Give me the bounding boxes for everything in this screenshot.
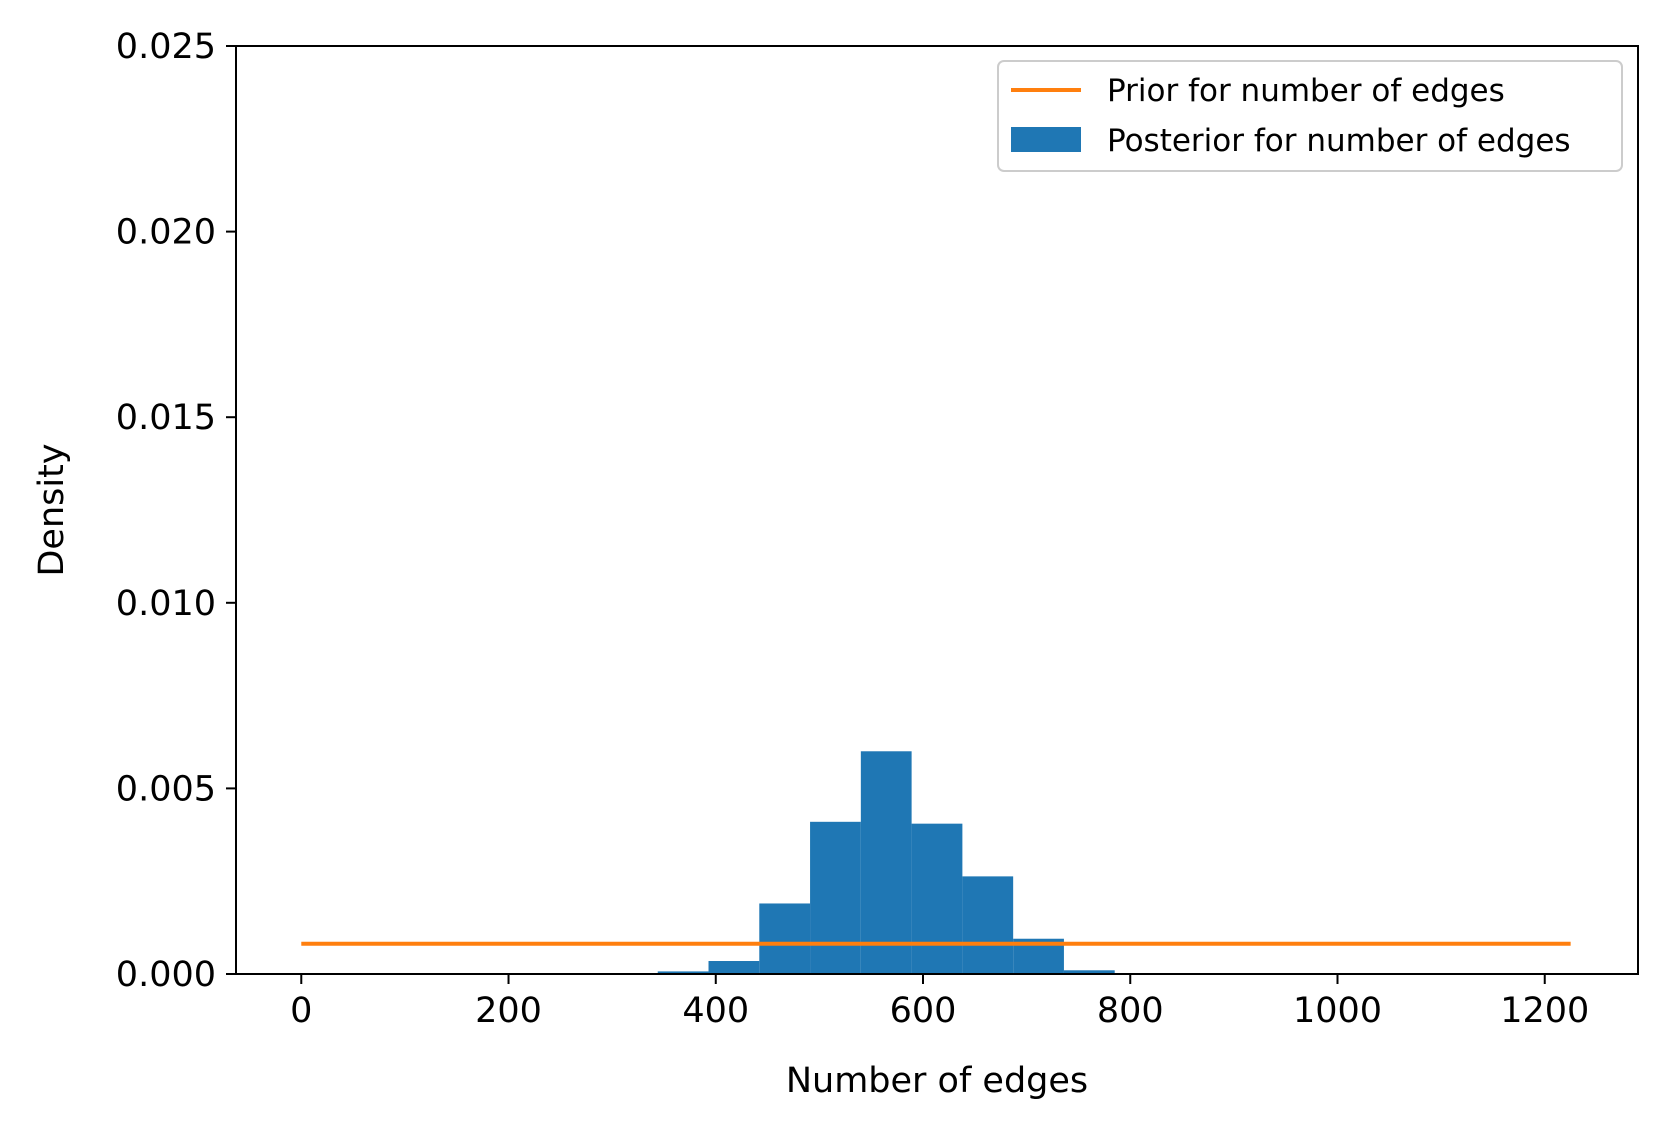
histogram-bar [911,823,963,974]
x-axis-label: Number of edges [786,1061,1088,1101]
histogram-bar [810,821,861,974]
y-tick-label: 0.000 [116,955,216,995]
x-tick-label: 800 [1097,991,1164,1031]
x-tick-label: 1000 [1293,991,1382,1031]
legend-posterior-label: Posterior for number of edges [1107,123,1571,159]
y-tick-label: 0.005 [116,769,216,809]
histogram-bar [708,961,760,974]
y-tick-label: 0.010 [116,584,216,624]
x-axis-ticks: 0 200 400 600 800 1000 1200 [290,974,1589,1031]
x-tick-label: 1200 [1500,991,1589,1031]
axes-frame [235,45,1639,975]
x-tick-label: 200 [475,991,542,1031]
legend-posterior-swatch [1011,127,1081,152]
legend: Prior for number of edges Posterior for … [997,60,1623,172]
y-tick-label: 0.025 [116,27,216,67]
legend-prior-label: Prior for number of edges [1107,73,1505,109]
x-tick-label: 0 [290,991,312,1031]
y-axis-ticks: 0.000 0.005 0.010 0.015 0.020 0.025 [116,27,236,995]
y-tick-label: 0.015 [116,398,216,438]
plot-area [236,46,1638,974]
y-tick-label: 0.020 [116,213,216,253]
posterior-histogram [657,751,1115,974]
x-tick-label: 400 [682,991,749,1031]
histogram-bar [657,971,709,974]
legend-box [997,60,1623,172]
y-axis-label: Density [32,443,72,576]
histogram-bar [1063,970,1115,974]
histogram-bar [759,903,811,974]
histogram-bar [962,876,1014,974]
histogram-bar [860,751,912,974]
x-tick-label: 600 [890,991,957,1031]
